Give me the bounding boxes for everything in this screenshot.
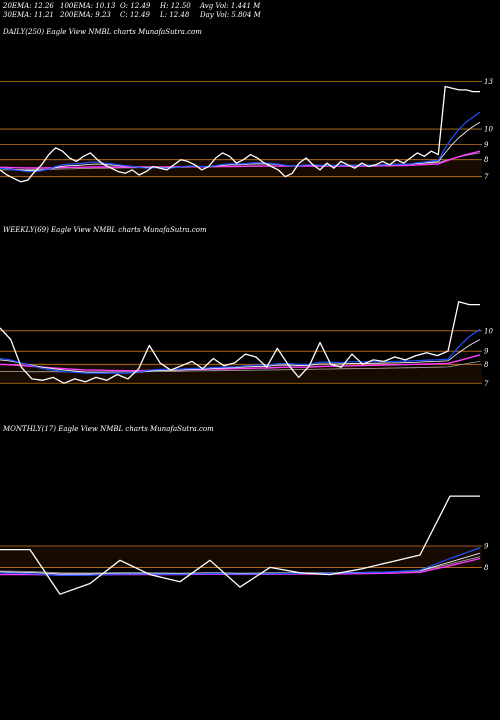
daily-band <box>0 159 482 177</box>
daily-tick-label: 13 <box>484 78 493 86</box>
daily-price-line <box>0 85 480 183</box>
daily-ema-slow-line <box>0 150 481 169</box>
daily-tick-label: 8 <box>484 156 489 164</box>
daily-tick-label: 7 <box>484 173 489 181</box>
stat-200ema: 200EMA: 9.23 <box>60 11 111 19</box>
daily-tick-label: 9 <box>484 141 489 149</box>
monthly-ema-fast-line <box>0 547 481 577</box>
weekly-tick-label: 8 <box>484 361 489 369</box>
stats-header: 20EMA: 12.26 100EMA: 10.13 O: 12.49 H: 1… <box>0 0 500 22</box>
stat-30ema: 30EMA: 11.21 <box>3 11 54 19</box>
daily-ema-fast-line <box>0 111 481 173</box>
monthly-title: MONTHLY(17) Eagle View NMBL charts Munaf… <box>2 425 214 433</box>
weekly-tick-label: 7 <box>484 380 489 388</box>
weekly-tick-label: 10 <box>484 327 493 335</box>
weekly-price-line <box>0 301 480 384</box>
monthly-tick-label: 8 <box>484 564 489 572</box>
stat-close: C: 12.49 <box>120 11 150 19</box>
daily-tick-label: 10 <box>484 126 493 134</box>
monthly-price-line <box>0 495 480 595</box>
weekly-tick-label: 9 <box>484 348 489 356</box>
monthly-band <box>0 546 482 568</box>
weekly-band <box>0 364 482 384</box>
stat-low: L: 12.48 <box>160 11 190 19</box>
stat-high: H: 12.50 <box>160 2 191 10</box>
weekly-ema-mid-line <box>0 339 481 374</box>
weekly-ema-fast-line <box>0 328 481 374</box>
weekly-title: WEEKLY(69) Eagle View NMBL charts Munafa… <box>3 226 207 234</box>
monthly-tick-label: 9 <box>484 543 489 551</box>
weekly-ema-slow-line <box>0 354 481 372</box>
daily-title: DAILY(250) Eagle View NMBL charts Munafa… <box>2 28 202 36</box>
stat-open: O: 12.49 <box>120 2 151 10</box>
stat-20ema: 20EMA: 12.26 <box>3 2 54 10</box>
stat-day-vol: Day Vol: 5.804 M <box>200 11 261 19</box>
stat-100ema: 100EMA: 10.13 <box>60 2 116 10</box>
stat-avg-vol: Avg Vol: 1.441 M <box>200 2 261 10</box>
